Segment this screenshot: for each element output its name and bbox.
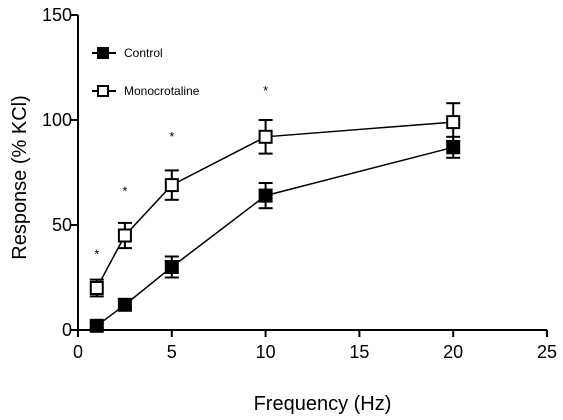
series-layer	[89, 102, 461, 333]
data-point	[258, 188, 273, 203]
series-monocrotaline	[89, 102, 461, 298]
series-line	[96, 121, 454, 289]
x-axis-title: Frequency (Hz)	[254, 393, 392, 415]
data-point	[89, 281, 104, 295]
legend-item-monocrotaline: Monocrotaline	[92, 84, 200, 98]
y-tick-label: 150	[42, 5, 72, 25]
data-point	[164, 260, 179, 274]
x-tick-label: 25	[537, 342, 557, 362]
significance-asterisk: *	[263, 83, 268, 98]
series-control	[89, 135, 461, 333]
x-tick-label: 20	[443, 342, 463, 362]
significance-asterisk: *	[94, 247, 99, 262]
x-tick-label: 5	[167, 342, 177, 362]
data-point	[89, 318, 104, 333]
legend-marker-control	[97, 47, 109, 59]
x-tick-label: 15	[349, 342, 369, 362]
data-point	[117, 297, 132, 312]
x-tick-label: 0	[73, 342, 83, 362]
data-point	[446, 115, 461, 130]
series-line	[96, 146, 454, 327]
x-tick-label: 10	[256, 342, 276, 362]
legend-marker-monocrotaline	[97, 85, 109, 97]
data-point	[117, 228, 132, 243]
legend-label-control: Control	[124, 46, 163, 60]
y-tick-label: 50	[52, 215, 72, 235]
legend-label-monocrotaline: Monocrotaline	[124, 84, 200, 98]
data-point	[164, 178, 179, 193]
legend: Control Monocrotaline	[92, 46, 200, 98]
data-point	[446, 140, 461, 155]
data-point	[258, 129, 273, 144]
legend-item-control: Control	[92, 46, 163, 60]
y-tick-label: 100	[42, 110, 72, 130]
y-tick-label: 0	[62, 320, 72, 340]
annotations: * * * *	[94, 83, 268, 262]
significance-asterisk: *	[122, 184, 127, 199]
y-ticks: 0 50 100 150	[42, 5, 78, 340]
significance-asterisk: *	[169, 129, 174, 144]
x-ticks: 0 5 10 15 20 25	[73, 330, 557, 362]
axes	[77, 15, 547, 331]
y-axis-title: Response (% KCl)	[9, 95, 31, 260]
